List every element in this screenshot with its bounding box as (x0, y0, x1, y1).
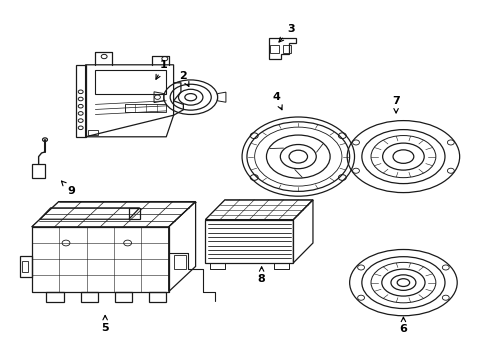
Bar (95, 70, 166, 94)
Text: 4: 4 (272, 92, 282, 110)
Text: 8: 8 (257, 267, 265, 284)
Text: 7: 7 (391, 96, 399, 113)
Text: 2: 2 (179, 71, 188, 86)
Text: 3: 3 (279, 24, 294, 42)
Text: 6: 6 (399, 317, 407, 334)
Bar (282, 45, 291, 53)
Bar (270, 45, 279, 53)
Bar (22, 261, 28, 272)
Bar (32, 164, 45, 178)
Text: 9: 9 (61, 181, 75, 196)
Bar (124, 104, 166, 112)
Bar (173, 255, 185, 269)
Text: 5: 5 (101, 315, 109, 333)
Text: 1: 1 (156, 60, 167, 79)
Bar (88, 130, 98, 135)
